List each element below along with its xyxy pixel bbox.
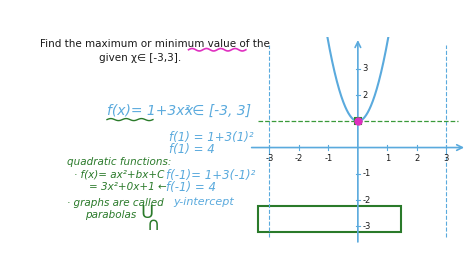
Text: = 3x²+0x+1 ←: = 3x²+0x+1 ← <box>89 182 166 192</box>
Text: The minimum value is  1.: The minimum value is 1. <box>263 214 395 224</box>
Text: · f(x)= ax²+bx+C: · f(x)= ax²+bx+C <box>74 169 164 179</box>
Text: 3: 3 <box>444 154 449 163</box>
Text: U: U <box>141 204 154 222</box>
Point <box>354 119 362 123</box>
Text: y-intercept: y-intercept <box>173 197 234 207</box>
Text: given χ∈ [-3,3].: given χ∈ [-3,3]. <box>99 53 181 63</box>
Text: 2: 2 <box>362 90 367 99</box>
Text: f(1) = 4: f(1) = 4 <box>169 143 215 156</box>
Text: 1: 1 <box>385 154 390 163</box>
Text: f(1) = 1+3(1)²: f(1) = 1+3(1)² <box>169 131 254 144</box>
Text: 2: 2 <box>414 154 419 163</box>
Text: f(x)= 1+3x²: f(x)= 1+3x² <box>107 104 190 118</box>
Text: -2: -2 <box>295 154 303 163</box>
Text: · graphs are called: · graphs are called <box>66 198 164 208</box>
FancyBboxPatch shape <box>258 206 401 232</box>
Text: -1: -1 <box>324 154 333 163</box>
Text: parabolas: parabolas <box>85 210 136 220</box>
Text: ∩: ∩ <box>146 217 159 234</box>
Text: 3: 3 <box>362 64 368 73</box>
Text: f(-1)= 1+3(-1)²: f(-1)= 1+3(-1)² <box>166 169 255 182</box>
Text: Find the maximum or minimum value of the: Find the maximum or minimum value of the <box>40 39 270 49</box>
Text: -2: -2 <box>362 196 371 205</box>
Bar <box>355 118 361 124</box>
Text: -3: -3 <box>362 222 371 231</box>
Text: -3: -3 <box>265 154 273 163</box>
Text: -1: -1 <box>362 169 371 178</box>
Text: x∈ [-3, 3]: x∈ [-3, 3] <box>184 104 251 118</box>
Text: quadratic functions:: quadratic functions: <box>66 157 171 167</box>
Text: f(-1) = 4: f(-1) = 4 <box>166 181 216 194</box>
